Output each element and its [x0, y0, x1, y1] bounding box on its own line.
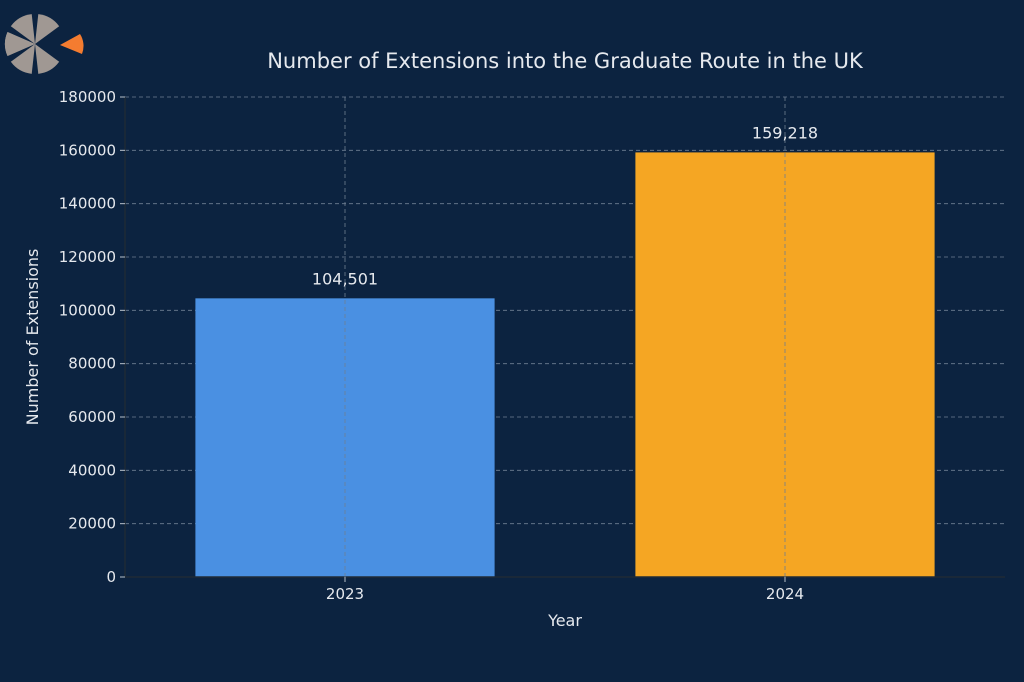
x-tick-label-2023: 2023: [326, 585, 364, 603]
axes: [124, 97, 1005, 578]
logo-accent-wedge: [60, 34, 84, 54]
y-tick-label: 120000: [59, 248, 116, 266]
y-tick-label: 140000: [59, 195, 116, 213]
y-tick-label: 160000: [59, 141, 116, 159]
x-tick-label-2024: 2024: [766, 585, 804, 603]
logo-petal: [35, 44, 60, 74]
y-tick-label: 100000: [59, 301, 116, 319]
y-tick-label: 20000: [68, 515, 116, 533]
y-tick-label: 40000: [68, 461, 116, 479]
data-label-2024: 159,218: [752, 123, 818, 142]
y-tick-label: 80000: [68, 355, 116, 373]
logo-petal: [10, 14, 35, 44]
y-axis-title: Number of Extensions: [23, 249, 42, 426]
y-tick-label: 0: [106, 568, 116, 586]
logo-petal: [10, 44, 35, 74]
x-axis-title: Year: [547, 611, 582, 630]
logo-petal: [35, 14, 60, 44]
y-tick-label: 180000: [59, 88, 116, 106]
data-label-2023: 104,501: [312, 269, 378, 288]
chart-title: Number of Extensions into the Graduate R…: [267, 49, 864, 73]
data-labels: 104,501 159,218: [312, 97, 818, 577]
logo-petal: [4, 31, 36, 57]
y-tick-label: 60000: [68, 408, 116, 426]
tick-labels: 0 20000 40000 60000 80000 100000 120000 140000 1…: [59, 88, 804, 603]
k-pinwheel-logo-icon: [4, 14, 84, 74]
bars: [195, 152, 935, 578]
bar-2023: [195, 298, 495, 577]
